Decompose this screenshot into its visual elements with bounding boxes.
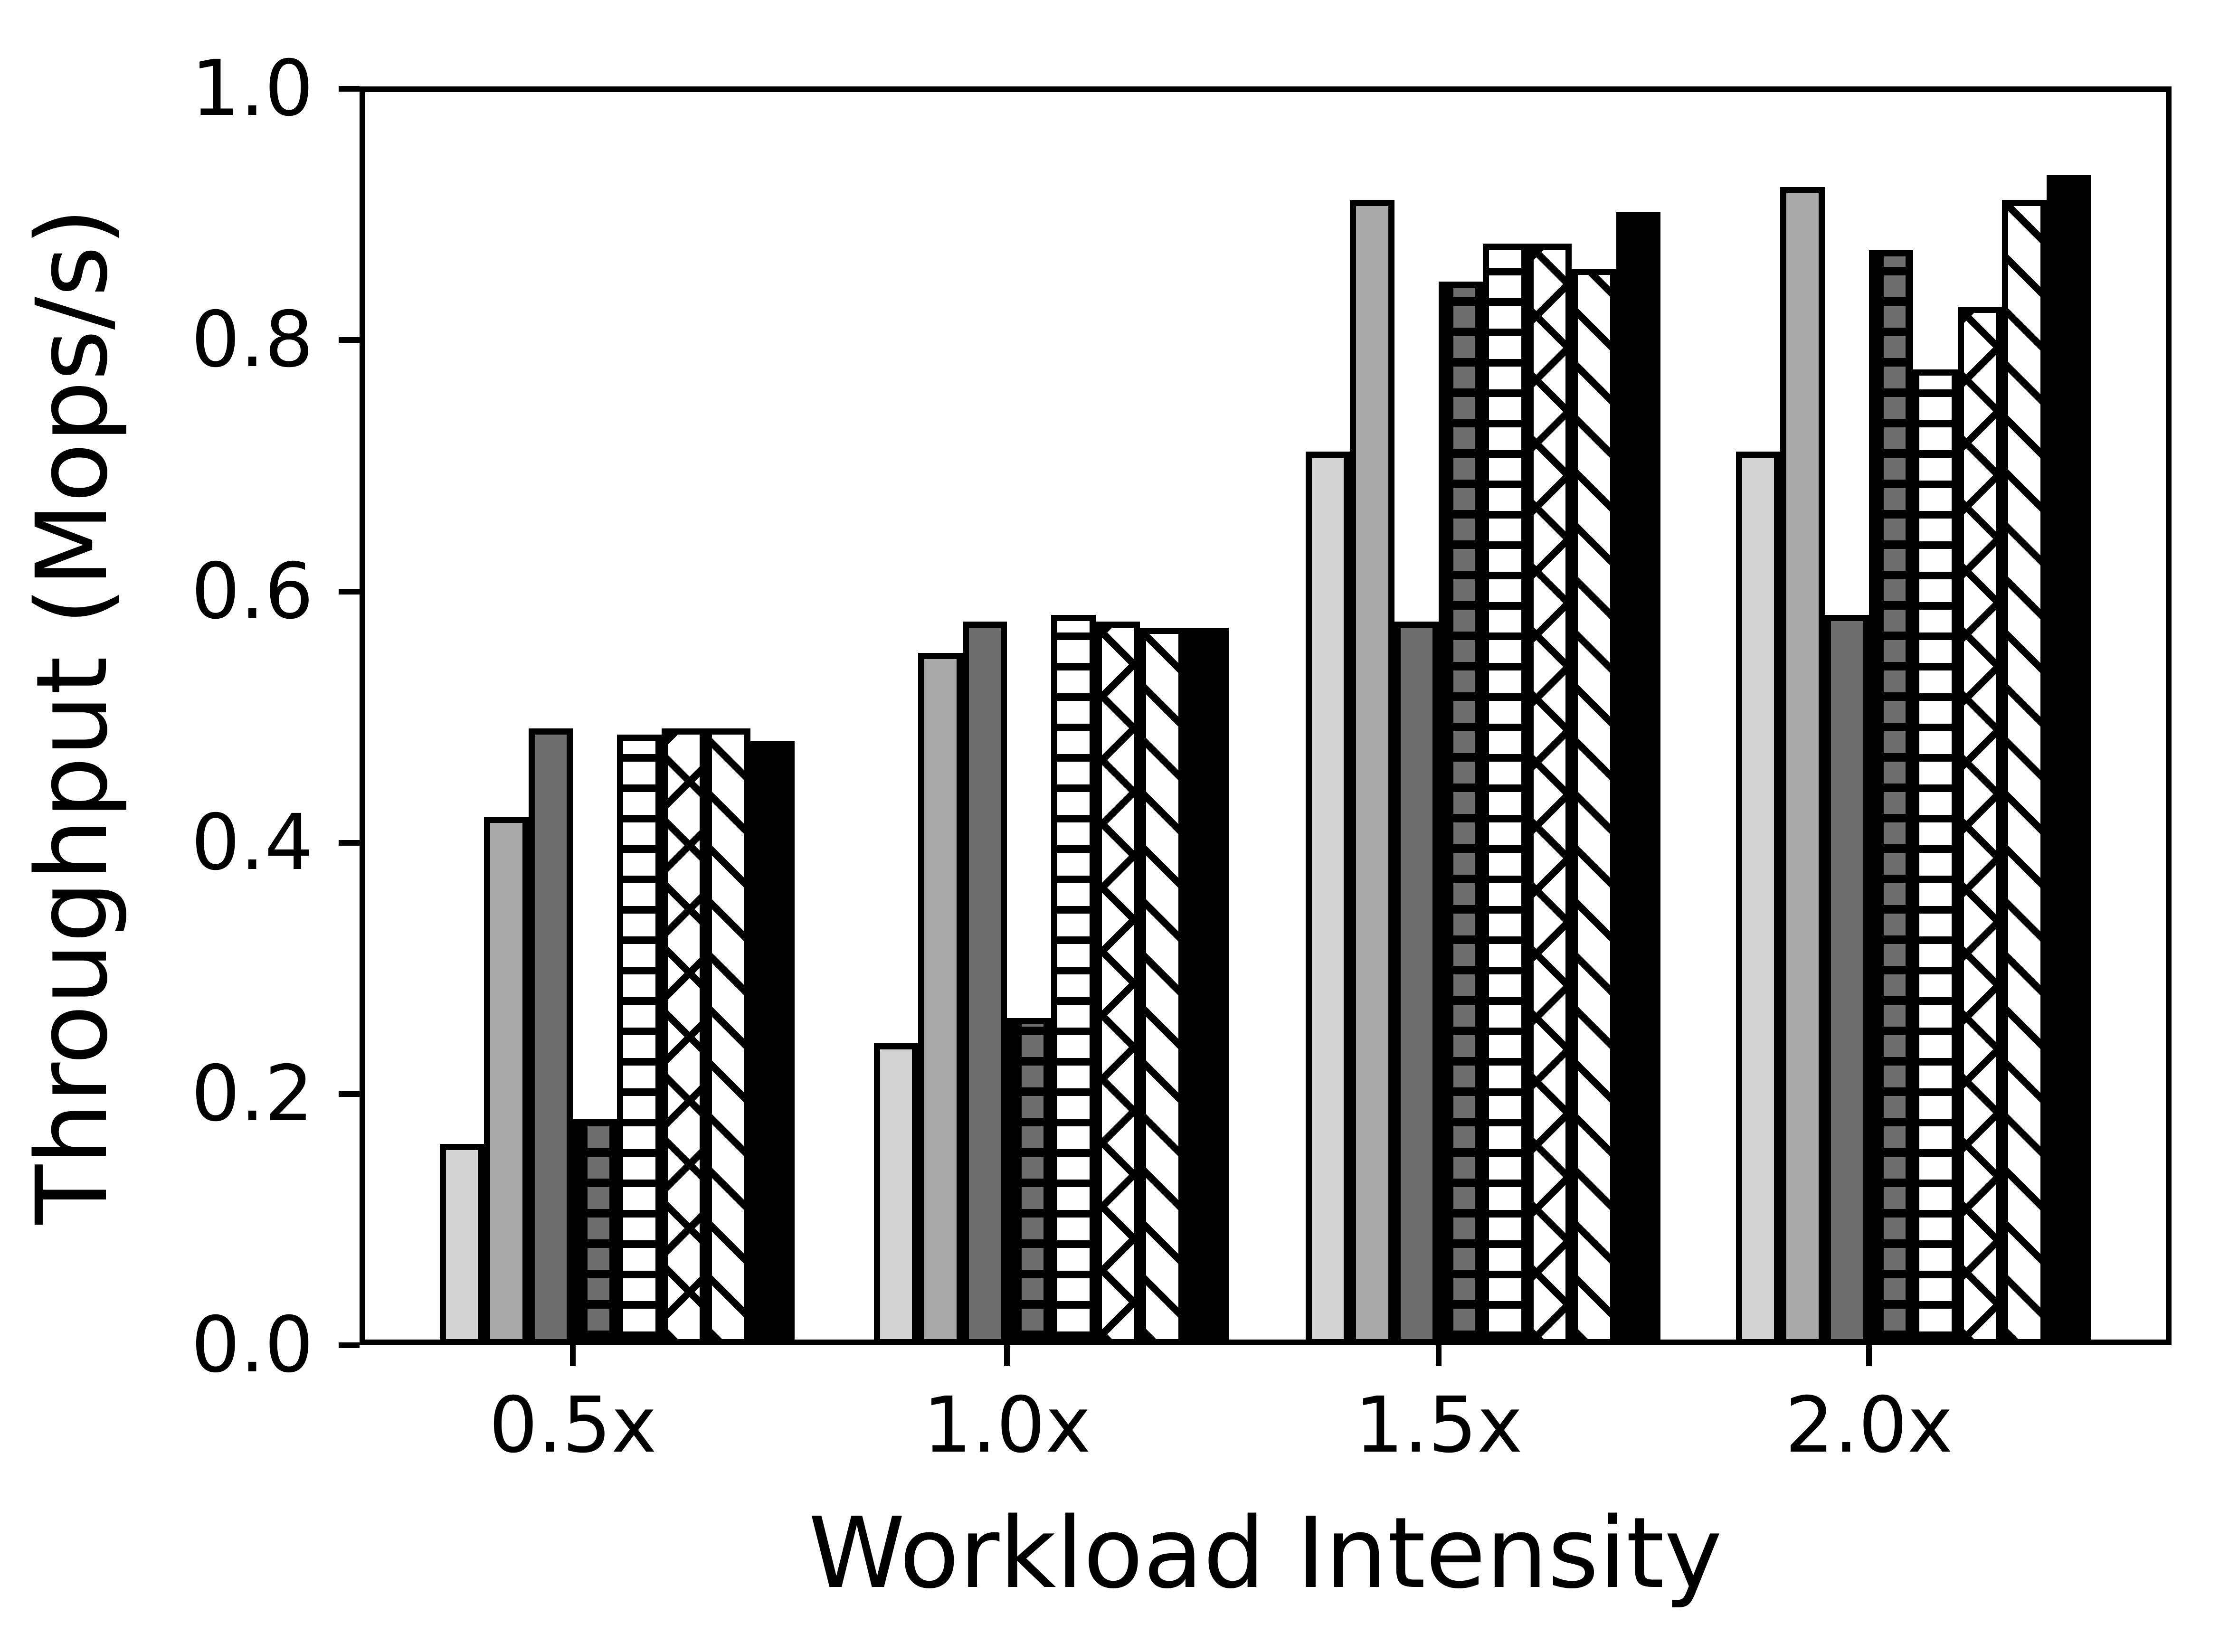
bar-white-diagonal-hatch-1.0x [1140,627,1185,1345]
x-tick-mark-0 [570,1345,576,1366]
y-tick-mark-5 [339,86,360,92]
y-tick-label-4: 0.8 [191,295,313,385]
bar-black-solid-0.5x [750,741,795,1345]
x-axis-title: Workload Intensity [808,1496,1722,1610]
bar-dark-gray-grid-hatch-1.5x [1438,281,1483,1345]
bar-white-diagonal-hatch-2.0x [2002,199,2047,1345]
bar-dark-gray-solid-1.0x [962,621,1007,1345]
bar-white-horizontal-hatch-1.0x [1051,615,1096,1345]
bar-black-solid-1.5x [1616,212,1660,1345]
right-spine [2166,86,2172,1345]
y-tick-label-0: 0.0 [191,1301,313,1390]
y-tick-mark-1 [339,1091,360,1097]
x-tick-label-2: 1.5x [1355,1381,1523,1470]
y-tick-label-2: 0.4 [191,798,313,887]
y-tick-mark-4 [339,337,360,343]
bar-white-horizontal-hatch-0.5x [617,735,662,1345]
bar-dark-gray-solid-2.0x [1824,615,1869,1345]
bar-white-diagonal-hatch-0.5x [706,728,750,1345]
bar-white-cross-hatch-2.0x [1957,306,2002,1345]
x-tick-mark-3 [1866,1345,1872,1366]
x-tick-label-0: 0.5x [489,1381,657,1470]
bar-medium-gray-solid-1.5x [1350,199,1394,1345]
bar-white-cross-hatch-1.0x [1095,621,1140,1345]
top-spine [360,86,2172,92]
x-tick-label-1: 1.0x [923,1381,1091,1470]
bar-light-gray-solid-1.0x [873,1043,919,1345]
x-tick-mark-1 [1004,1345,1010,1366]
bar-medium-gray-solid-1.0x [918,652,963,1345]
bar-dark-gray-solid-0.5x [528,728,573,1345]
bottom-spine [360,1340,2172,1345]
bar-black-solid-2.0x [2046,174,2091,1345]
bar-black-solid-1.0x [1184,627,1229,1345]
bar-dark-gray-grid-hatch-0.5x [572,1118,617,1345]
x-tick-label-3: 2.0x [1785,1381,1953,1470]
bar-white-cross-hatch-1.5x [1527,244,1572,1345]
left-spine [360,86,365,1345]
bar-light-gray-solid-0.5x [439,1143,484,1345]
bar-dark-gray-grid-hatch-1.0x [1006,1018,1052,1345]
y-tick-label-5: 1.0 [191,44,313,133]
bar-light-gray-solid-2.0x [1736,451,1781,1345]
bar-light-gray-solid-1.5x [1305,451,1350,1345]
y-tick-label-3: 0.6 [191,547,313,636]
y-tick-label-1: 0.2 [191,1049,313,1139]
y-tick-mark-0 [339,1342,360,1348]
bar-white-cross-hatch-0.5x [661,728,706,1345]
bar-dark-gray-solid-1.5x [1394,621,1439,1345]
bar-dark-gray-grid-hatch-2.0x [1869,250,1914,1345]
plot-area [360,86,2172,1345]
x-tick-mark-2 [1436,1345,1442,1366]
bar-medium-gray-solid-2.0x [1780,187,1825,1345]
bar-medium-gray-solid-0.5x [484,816,529,1345]
bar-white-horizontal-hatch-1.5x [1483,244,1527,1345]
bar-white-horizontal-hatch-2.0x [1913,369,1958,1345]
y-tick-mark-3 [339,589,360,595]
bar-white-diagonal-hatch-1.5x [1572,269,1616,1345]
y-tick-mark-2 [339,840,360,846]
y-axis-title: Throughput (Mops/s) [15,208,129,1225]
